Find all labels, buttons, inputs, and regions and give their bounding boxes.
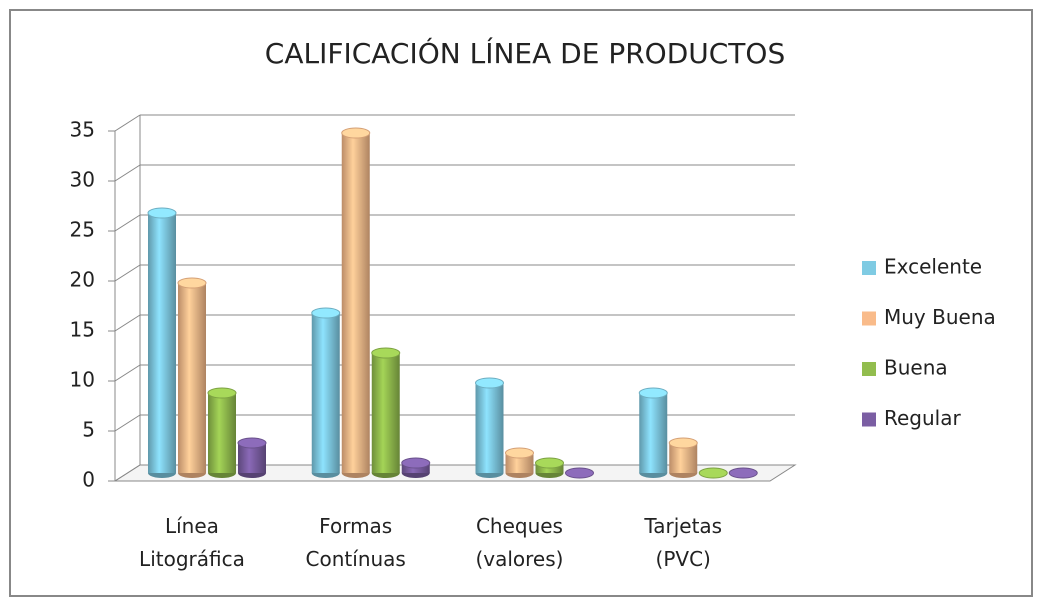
x-tick-label: Línea Litográfica [139, 514, 245, 571]
grid-line [114, 414, 141, 432]
y-tick-label: 10 [70, 368, 95, 392]
bar-top [505, 447, 534, 459]
bar [639, 393, 668, 473]
bar-top [565, 467, 594, 479]
grid-line [114, 364, 141, 382]
bar [311, 313, 340, 473]
bar-top [698, 467, 728, 479]
grid-line [114, 264, 141, 282]
bar [371, 353, 400, 473]
bar-top [728, 467, 758, 479]
y-tick-label: 5 [82, 418, 95, 442]
grid-line [114, 464, 141, 482]
bar [178, 283, 206, 473]
grid-line [114, 114, 141, 132]
bar-top [311, 307, 341, 319]
y-tick-label: 35 [70, 118, 95, 142]
x-tick-label: Tarjetas (PVC) [643, 514, 722, 571]
bar-top [177, 277, 207, 289]
bar-top [207, 387, 237, 399]
bar-top [237, 437, 267, 449]
legend-swatch [862, 412, 876, 427]
legend-label: Regular [884, 406, 961, 430]
y-tick-label: 25 [70, 218, 95, 242]
grid-line [114, 314, 141, 332]
chart-title: CALIFICACIÓN LÍNEA DE PRODUCTOS [265, 36, 785, 70]
bar-top [147, 207, 177, 219]
bar [341, 133, 370, 473]
bar-top [668, 437, 698, 449]
bar [475, 383, 504, 473]
legend-swatch [862, 362, 876, 376]
y-tick-label: 20 [70, 268, 95, 292]
legend-swatch [862, 261, 876, 275]
legend-label: Buena [884, 356, 948, 380]
bar-top [638, 387, 668, 399]
bar-top [341, 127, 371, 139]
y-tick-label: 0 [82, 468, 95, 492]
bar-top [401, 457, 431, 469]
legend-swatch [862, 311, 876, 326]
legend-label: Excelente [884, 255, 982, 279]
y-tick-label: 15 [70, 318, 95, 342]
bar [208, 393, 236, 473]
x-tick-label: Cheques (valores) [475, 514, 563, 571]
grid-line [114, 164, 141, 182]
bar [505, 453, 534, 473]
x-tick-label: Formas Contínuas [306, 514, 406, 571]
bar-top [535, 457, 564, 469]
bar-top [371, 347, 401, 359]
y-tick-label: 30 [70, 168, 95, 192]
legend-label: Muy Buena [884, 305, 996, 329]
grid-line [114, 214, 141, 232]
bar-top [475, 377, 504, 389]
bar [148, 213, 176, 473]
